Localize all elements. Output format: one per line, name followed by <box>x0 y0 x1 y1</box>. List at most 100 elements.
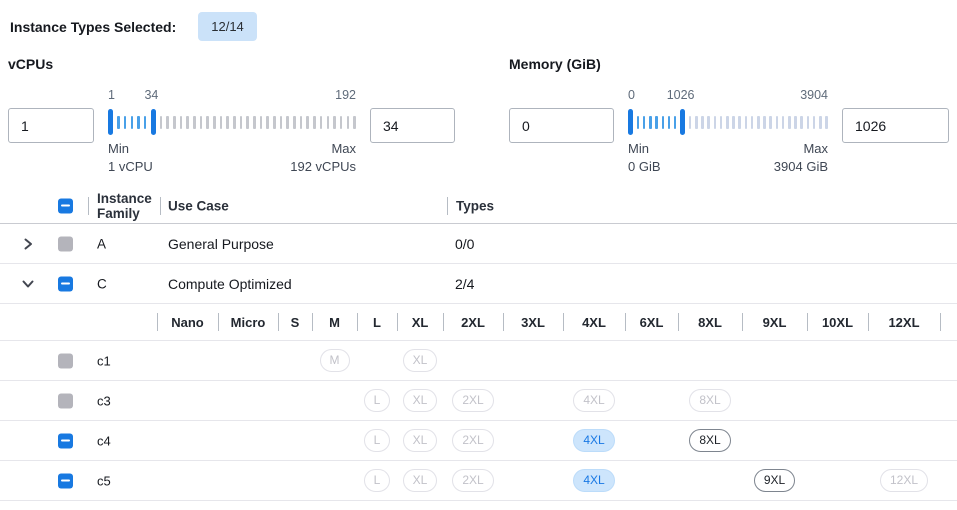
column-divider <box>742 313 743 331</box>
min-value: 0 GiB <box>628 159 661 174</box>
slider-tick-inactive <box>750 115 754 129</box>
family-use-case: General Purpose <box>168 235 274 252</box>
column-divider <box>563 313 564 331</box>
size-pill-4xl[interactable]: 4XL <box>573 469 615 492</box>
slider-tick-inactive <box>279 115 283 129</box>
slider-handle-current[interactable] <box>150 109 156 135</box>
slider-tick-active <box>667 115 671 129</box>
column-divider <box>357 313 358 331</box>
slider-tick-active <box>636 115 640 129</box>
slider-tick-inactive <box>219 115 223 129</box>
size-column-header-8xl: 8XL <box>698 314 722 330</box>
size-cell: Nano <box>157 304 218 340</box>
instance-checkbox[interactable] <box>58 473 73 488</box>
slider-tick-inactive <box>738 115 741 129</box>
memory-max-input[interactable] <box>842 108 949 143</box>
size-cell <box>807 421 868 460</box>
selected-count-badge: 12/14 <box>198 12 257 41</box>
slider-tick-inactive <box>313 115 316 129</box>
slider-tick-active <box>673 115 677 129</box>
slider-handle-current[interactable] <box>680 109 686 135</box>
instance-checkbox <box>58 353 73 368</box>
vcpus-filter: vCPUs 1 34 192 Min 1 vCPU <box>8 56 455 176</box>
vcpus-scale-labels: 1 34 192 <box>108 88 356 108</box>
instance-checkbox[interactable] <box>58 433 73 448</box>
column-divider <box>678 313 679 331</box>
instance-name: c3 <box>97 393 111 408</box>
size-cell <box>678 461 742 500</box>
slider-tick-inactive <box>326 115 329 129</box>
slider-tick-inactive <box>701 115 704 129</box>
size-column-header-l: L <box>373 314 381 330</box>
slider-tick-inactive <box>266 115 269 129</box>
memory-min-input[interactable] <box>509 108 614 143</box>
vcpus-tick-track[interactable] <box>108 108 356 136</box>
family-name: C <box>97 276 107 291</box>
size-column-header-9xl: 9XL <box>762 314 787 330</box>
size-cell: 4XL <box>563 381 625 420</box>
expand-chevron-right-icon[interactable] <box>21 237 35 251</box>
slider-tick-active <box>143 115 147 129</box>
size-cell <box>678 341 742 380</box>
memory-tick-track[interactable] <box>628 108 828 136</box>
size-pill-l: L <box>363 469 391 492</box>
size-cell <box>312 381 357 420</box>
instance-row: c4 L XL 2XL 4XL 8XL <box>0 421 957 461</box>
size-pill-8xl[interactable]: 8XL <box>689 429 731 452</box>
column-divider <box>503 313 504 331</box>
family-checkbox-disabled <box>58 236 73 251</box>
size-cell <box>868 381 940 420</box>
size-cell <box>742 421 807 460</box>
size-pill-m: M <box>319 349 350 372</box>
size-cell <box>868 421 940 460</box>
slider-tick-inactive <box>744 115 748 129</box>
size-cell: L <box>357 304 397 340</box>
size-pill-2xl: 2XL <box>452 389 494 412</box>
size-column-header-nano: Nano <box>171 314 204 330</box>
column-header-use-case: Use Case <box>168 198 229 213</box>
size-pill-8xl: 8XL <box>689 389 731 412</box>
vcpus-min-input[interactable] <box>8 108 94 143</box>
slider-tick-active <box>661 115 665 129</box>
slider-tick-inactive <box>159 115 163 129</box>
size-cell <box>218 381 278 420</box>
slider-tick-active <box>137 115 140 129</box>
slider-tick-inactive <box>273 115 276 129</box>
slider-tick-active <box>123 115 127 129</box>
size-cell: L <box>357 381 397 420</box>
slider-tick-active <box>642 115 646 129</box>
size-pill-4xl: 4XL <box>573 389 615 412</box>
collapse-chevron-down-icon[interactable] <box>21 277 35 291</box>
slider-tick-inactive <box>253 115 256 129</box>
size-pill-4xl[interactable]: 4XL <box>573 429 615 452</box>
size-cell: 10XL <box>807 304 868 340</box>
column-divider <box>278 313 279 331</box>
slider-tick-inactive <box>781 115 785 129</box>
vcpus-slider: 1 34 192 Min 1 vCPU Max 192 vCPUs <box>108 88 356 176</box>
size-cell: Micro <box>218 304 278 340</box>
min-caption: Min <box>628 141 649 156</box>
memory-label: Memory (GiB) <box>509 56 601 72</box>
column-divider <box>397 313 398 331</box>
slider-handle-min[interactable] <box>108 109 113 135</box>
family-checkbox-indeterminate[interactable] <box>58 276 73 291</box>
select-all-checkbox[interactable] <box>58 198 73 213</box>
size-cell <box>742 341 807 380</box>
size-column-header-s: S <box>290 314 300 330</box>
size-cell: XL <box>397 304 443 340</box>
size-cell <box>807 381 868 420</box>
size-pill-cells: M XL <box>157 341 940 380</box>
size-cell <box>503 461 563 500</box>
size-cell: 6XL <box>625 304 678 340</box>
size-cell <box>742 381 807 420</box>
slider-tick-inactive <box>695 115 698 129</box>
slider-handle-min[interactable] <box>628 109 633 135</box>
size-pill-9xl[interactable]: 9XL <box>753 469 796 492</box>
vcpus-max-input[interactable] <box>370 108 455 143</box>
slider-tick-inactive <box>173 115 176 129</box>
size-cell: 4XL <box>563 461 625 500</box>
max-caption: Max <box>331 141 356 156</box>
slider-tick-inactive <box>246 115 249 129</box>
instance-name: c4 <box>97 433 111 448</box>
